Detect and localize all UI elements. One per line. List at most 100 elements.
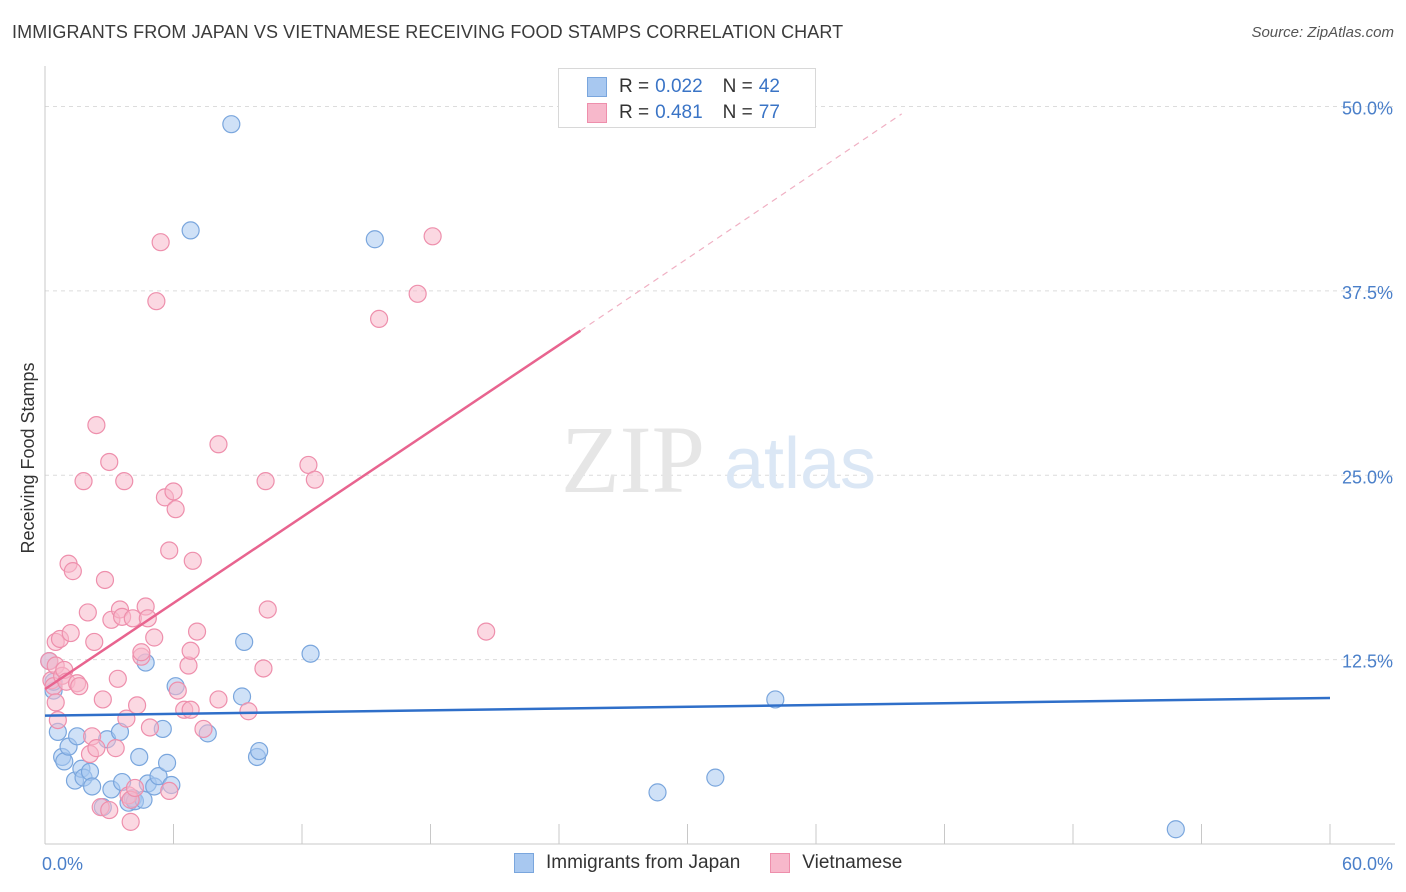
- japan-point: [365, 230, 384, 249]
- series-legend: Immigrants from Japan Vietnamese: [514, 852, 932, 874]
- vietnamese-point: [78, 603, 97, 622]
- vietnamese-point: [145, 628, 164, 647]
- vietnamese-point: [48, 710, 67, 730]
- vietnamese-point: [93, 690, 112, 709]
- japan-point: [83, 777, 102, 796]
- legend-label: Immigrants from Japan: [546, 852, 741, 873]
- japan-point: [648, 783, 667, 802]
- vietnamese-point: [166, 500, 185, 519]
- vietnamese-point: [147, 292, 166, 311]
- vietnamese-point: [46, 693, 65, 712]
- vietnamese-point: [256, 472, 275, 491]
- vietnamese-point: [477, 622, 496, 641]
- vietnamese-trend-extension: [580, 113, 903, 332]
- vietnamese-point: [187, 622, 207, 641]
- legend-item-japan[interactable]: Immigrants from Japan: [514, 852, 740, 874]
- stats-legend: R = 0.022 N = 42 R = 0.481 N = 77: [558, 68, 816, 128]
- japan-point: [766, 690, 785, 709]
- legend-label: Vietnamese: [802, 852, 903, 873]
- vietnamese-point: [258, 600, 277, 619]
- y-axis-label: Receiving Food Stamps: [18, 362, 38, 553]
- n-label: N =: [722, 76, 753, 97]
- japan-point: [149, 767, 168, 786]
- vietnamese-point: [106, 739, 125, 758]
- japan-point: [1166, 820, 1185, 839]
- vietnamese-point: [61, 623, 80, 643]
- vietnamese-point: [100, 800, 119, 820]
- vietnamese-point: [181, 641, 200, 660]
- japan-swatch: [514, 853, 534, 873]
- vietnamese-point: [183, 551, 202, 570]
- vietnamese-point: [254, 659, 273, 678]
- vietnamese-point: [121, 812, 140, 831]
- vietnamese-point: [164, 482, 183, 501]
- vietnamese-point: [194, 719, 213, 739]
- japan-point: [222, 115, 241, 134]
- vietnamese-point: [132, 643, 151, 662]
- legend-item-vietnamese[interactable]: Vietnamese: [770, 852, 902, 874]
- vietnamese-point: [115, 472, 134, 491]
- japan-point: [181, 221, 200, 240]
- vietnamese-point: [181, 700, 200, 719]
- vietnamese-point: [125, 778, 145, 798]
- vietnamese-swatch: [587, 103, 607, 123]
- vietnamese-point: [140, 718, 160, 737]
- japan-swatch: [587, 77, 607, 97]
- vietnamese-point: [151, 233, 170, 252]
- watermark: ZIP atlas: [561, 406, 876, 513]
- grid-lines: 12.5% 25.0% 37.5% 50.0%: [45, 99, 1395, 672]
- r-value: 0.022: [655, 76, 703, 97]
- r-label: R =: [619, 76, 650, 97]
- japan-point: [706, 768, 725, 787]
- japan-point: [157, 753, 177, 772]
- stats-row-vietnamese: R = 0.481 N = 77: [587, 100, 780, 126]
- vietnamese-point: [168, 681, 187, 700]
- vietnamese-point: [70, 677, 89, 696]
- japan-point: [235, 632, 254, 652]
- y-tick-label: 25.0%: [1342, 467, 1393, 487]
- japan-point: [130, 747, 149, 767]
- vietnamese-trend-line: [44, 329, 582, 691]
- vietnamese-point: [305, 470, 324, 489]
- stats-row-japan: R = 0.022 N = 42: [587, 74, 780, 100]
- axes: [44, 66, 1395, 845]
- vietnamese-point: [108, 669, 127, 688]
- japan-trend-line: [44, 696, 1331, 717]
- watermark-zip: ZIP: [561, 406, 705, 513]
- vietnamese-point: [209, 690, 228, 709]
- vietnamese-point: [239, 702, 258, 721]
- vietnamese-swatch: [770, 853, 791, 873]
- vietnamese-point: [74, 472, 93, 491]
- axis-labels: Receiving Food Stamps 0.0% 60.0%: [18, 362, 1393, 874]
- vietnamese-point: [160, 541, 179, 560]
- n-value: 42: [758, 76, 780, 97]
- vietnamese-point: [95, 570, 115, 590]
- r-label: R =: [619, 102, 650, 123]
- vietnamese-point: [408, 284, 427, 303]
- vietnamese-point: [85, 632, 104, 652]
- y-tick-label: 50.0%: [1342, 99, 1393, 119]
- vietnamese-point: [127, 696, 147, 715]
- vietnamese-point: [160, 781, 179, 801]
- japan-point: [301, 644, 320, 663]
- n-value: 77: [758, 102, 780, 123]
- series-vietnamese: [40, 227, 496, 831]
- japan-point: [250, 741, 269, 761]
- vietnamese-point: [209, 435, 228, 454]
- watermark-atlas: atlas: [724, 424, 876, 504]
- vietnamese-point: [423, 227, 442, 246]
- trend-lines: [44, 113, 1331, 717]
- vietnamese-point: [370, 309, 389, 328]
- chart-title: IMMIGRANTS FROM JAPAN VS VIETNAMESE RECE…: [12, 22, 844, 42]
- vietnamese-point: [63, 562, 82, 581]
- source-label: Source: ZipAtlas.com: [1251, 24, 1394, 41]
- vietnamese-point: [87, 739, 106, 758]
- vietnamese-point: [100, 452, 119, 472]
- r-value: 0.481: [655, 102, 703, 123]
- vietnamese-point: [87, 416, 106, 435]
- n-label: N =: [722, 102, 753, 123]
- y-tick-label: 37.5%: [1342, 283, 1393, 303]
- x-tick-label-max: 60.0%: [1342, 854, 1393, 874]
- x-tick-label-min: 0.0%: [42, 854, 83, 874]
